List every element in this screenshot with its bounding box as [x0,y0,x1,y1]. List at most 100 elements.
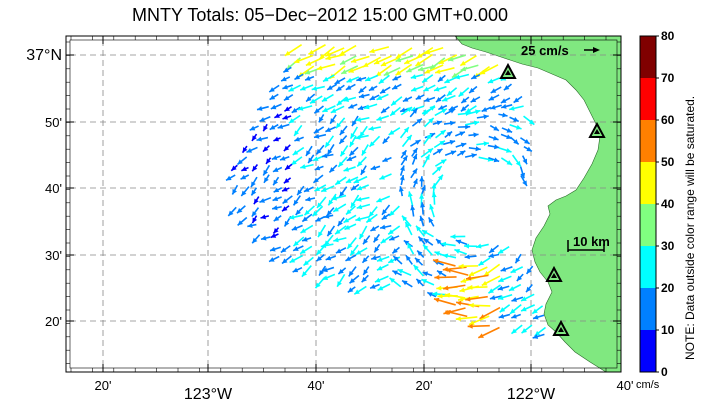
current-vector-head [262,146,269,152]
current-vector-head [312,210,318,217]
current-vector-head [468,271,475,276]
current-vector-head [498,277,504,283]
current-vector-head [357,161,363,167]
current-vector-head [376,265,383,271]
colorbar-tick-label: 30 [661,239,675,253]
current-vector-head [252,217,258,224]
current-vector-head [490,88,497,93]
current-vector-head [468,302,474,308]
current-vector-head [437,76,444,82]
current-vector-head [346,77,353,83]
current-vector-head [330,108,337,113]
current-vector-head [526,268,532,274]
current-vector-head [391,100,397,106]
current-vector-head [436,239,442,245]
current-vector-head [487,78,494,84]
current-vector-head [534,330,541,336]
colorbar-segment [640,288,656,331]
current-vector-head [253,198,259,205]
current-vector-head [346,156,353,161]
current-vector-head [429,105,435,111]
current-vector-head [273,216,280,222]
current-vector-head [337,220,343,227]
current-vector-head [338,161,344,167]
current-vector-head [460,106,467,112]
current-vector-head [351,185,357,191]
current-vector-head [390,110,396,116]
scale-bar-label: 10 km [573,234,610,249]
current-vector-head [470,97,477,103]
current-vector-head [416,278,422,285]
current-vector-head [429,204,435,210]
distance-scale-bar: 10 km [567,234,610,252]
current-vector-head [338,268,344,274]
current-vector-head [297,189,303,196]
colorbar-segment [640,36,656,79]
current-vector-head [351,58,357,63]
current-vector-head [423,238,430,244]
current-vector-head [269,87,275,92]
current-vector-head [459,131,465,137]
current-vector-head [273,187,280,193]
current-vector-head [392,75,399,81]
current-vector-head [478,260,485,266]
current-vector-head [413,264,419,271]
current-vector-head [322,275,329,280]
current-vector-head [449,109,456,114]
current-vector-head [270,246,276,252]
current-vector-head [361,149,367,156]
current-vector-head [379,174,385,180]
current-vector-head [488,253,494,259]
current-vector-head [445,268,452,273]
current-vector-head [251,211,257,217]
colorbar-note: NOTE: Data outside color range will be s… [683,96,697,360]
current-vector-head [272,196,279,202]
current-vector-head [369,48,375,54]
current-vector-head [444,292,451,298]
current-vector-head [359,233,365,240]
current-vector-head [350,250,356,256]
current-vector-head [442,96,448,102]
current-vector-head [354,289,360,295]
current-vector-head [420,185,426,191]
current-vector-head [451,72,458,78]
current-vector-head [281,76,287,82]
colorbar-segment [640,330,656,373]
colorbar: 80 70 60 50 40 30 20 10 0 [639,29,675,379]
graticule [70,40,617,368]
current-vector-head [488,95,495,101]
current-vector-head [376,95,383,100]
current-vector-head [424,68,431,74]
current-vector-head [303,260,309,266]
current-vector-head [412,178,418,185]
current-vector-head [449,139,456,145]
current-vector-head [283,178,290,184]
current-vector-head [388,130,395,135]
current-vector-head [252,165,258,172]
current-vector-head [407,243,413,249]
current-vector-head [373,236,379,243]
current-vector-head [498,248,504,254]
lon-label: 40' [617,378,634,393]
current-vector-head [434,251,441,256]
current-vector-head [428,117,434,124]
current-vector-head [282,186,288,192]
current-vector-head [263,177,269,183]
current-vector-head [442,266,449,272]
current-vector-head [475,146,481,152]
colorbar-tick-label: 60 [661,113,675,127]
current-vector-head [308,157,314,164]
current-vector-head [310,98,316,104]
current-vector-head [228,210,234,216]
current-vector-head [418,236,424,242]
current-vector-head [454,249,460,254]
current-vector-head [336,86,342,92]
current-vector-head [377,285,384,291]
current-vector-head [325,55,331,61]
current-vector-head [416,118,422,124]
current-vector-head [415,257,421,264]
current-vector-head [294,58,300,64]
current-vector-head [412,168,418,175]
current-vector-head [402,215,408,222]
current-vector-head [460,278,467,284]
